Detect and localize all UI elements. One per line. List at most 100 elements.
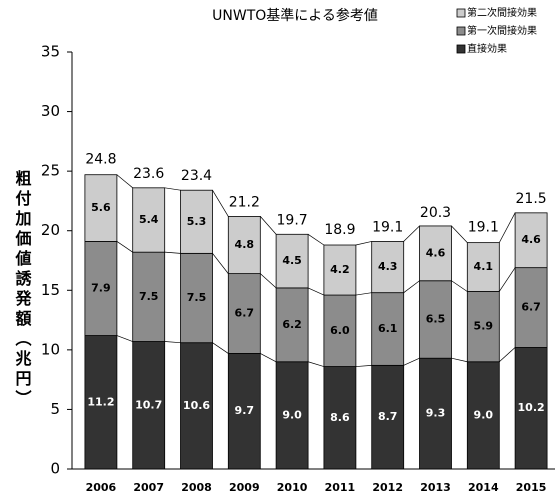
data-label: 7.9 xyxy=(91,281,111,294)
connector-line xyxy=(164,251,181,254)
total-label: 19.1 xyxy=(468,219,499,235)
legend-swatch xyxy=(456,44,466,54)
bar-segment xyxy=(227,216,261,275)
data-label: 5.6 xyxy=(91,201,111,214)
data-label: 6.1 xyxy=(378,322,398,335)
bar-segment xyxy=(514,347,548,470)
bar-segment xyxy=(514,212,548,269)
data-label: 8.6 xyxy=(330,411,350,424)
total-label: 19.7 xyxy=(277,212,308,228)
x-tick-label: 2009 xyxy=(229,481,260,494)
connector-line xyxy=(116,241,133,253)
y-tick-label: 10 xyxy=(41,340,60,358)
bar-segment xyxy=(132,251,166,342)
data-label: 10.2 xyxy=(518,401,545,414)
total-label: 19.1 xyxy=(372,219,403,235)
y-tick-label: 0 xyxy=(50,460,60,478)
legend-label: 直接効果 xyxy=(467,42,507,55)
connector-line xyxy=(116,174,133,189)
connector-line xyxy=(498,212,516,243)
data-label: 6.7 xyxy=(521,301,541,314)
total-label: 20.3 xyxy=(420,205,451,221)
bar-segment xyxy=(132,187,166,253)
data-label: 4.1 xyxy=(474,260,494,273)
y-tick-label: 30 xyxy=(41,102,60,120)
bar-segment xyxy=(132,341,166,470)
x-tick-label: 2007 xyxy=(133,481,164,494)
bar-segment xyxy=(180,189,213,254)
total-label: 21.5 xyxy=(516,191,547,207)
bar-segment xyxy=(371,241,405,294)
data-label: 7.5 xyxy=(187,291,207,304)
connector-line xyxy=(212,190,229,217)
connector-line xyxy=(164,341,181,344)
data-label: 6.5 xyxy=(426,312,446,325)
data-label: 6.7 xyxy=(235,307,255,320)
legend-swatch xyxy=(456,26,466,36)
bar-segment xyxy=(323,294,357,367)
connector-line xyxy=(355,364,372,367)
connector-line xyxy=(451,280,468,292)
connector-line xyxy=(164,187,181,191)
data-label: 5.3 xyxy=(187,215,207,228)
y-tick-label: 35 xyxy=(41,43,60,61)
bar-segment xyxy=(227,353,261,470)
data-label: 7.5 xyxy=(139,290,159,303)
x-tick-label: 2011 xyxy=(325,481,356,494)
bar-segment xyxy=(275,361,309,470)
data-label: 5.4 xyxy=(139,213,159,226)
legend-label: 第二次間接効果 xyxy=(467,6,537,19)
bar-segment xyxy=(466,361,500,470)
bar-segment xyxy=(323,366,357,470)
connector-line xyxy=(307,361,325,367)
connector-line xyxy=(403,357,420,366)
bar-segment xyxy=(275,233,309,289)
bar-segment xyxy=(466,242,500,292)
data-label: 11.2 xyxy=(87,395,114,408)
y-axis-label: 粗付加価値誘発額（兆円） xyxy=(13,169,33,410)
bar-segment xyxy=(466,291,500,363)
bar-segment xyxy=(419,280,452,359)
connector-line xyxy=(451,225,468,243)
data-label: 4.6 xyxy=(426,246,446,259)
bar-segment xyxy=(180,252,213,344)
bar-segment xyxy=(419,357,452,470)
data-label: 9.7 xyxy=(235,404,255,417)
connector-line xyxy=(116,335,133,342)
y-tick-label: 20 xyxy=(41,221,60,239)
x-tick-label: 2015 xyxy=(516,481,547,494)
x-tick-label: 2013 xyxy=(420,481,451,494)
connector-line xyxy=(451,357,468,363)
chart-title: UNWTO基準による参考値 xyxy=(212,7,378,24)
data-label: 9.3 xyxy=(426,407,446,420)
data-label: 4.6 xyxy=(521,233,541,246)
data-label: 9.0 xyxy=(282,408,302,421)
connector-line xyxy=(260,353,277,363)
data-label: 6.0 xyxy=(330,324,350,337)
bar-segment xyxy=(84,174,118,242)
bar-segment xyxy=(227,273,261,354)
data-label: 9.0 xyxy=(474,408,494,421)
bar-segment xyxy=(419,225,452,282)
connector-line xyxy=(355,241,372,246)
connector-line xyxy=(260,216,277,235)
total-label: 24.8 xyxy=(85,152,116,168)
x-tick-label: 2010 xyxy=(277,481,308,494)
connector-line xyxy=(212,253,229,274)
total-label: 18.9 xyxy=(324,222,355,238)
data-label: 8.7 xyxy=(378,410,398,423)
data-label: 4.8 xyxy=(235,238,255,251)
x-tick-label: 2008 xyxy=(181,481,212,494)
data-label: 4.3 xyxy=(378,260,398,273)
data-label: 10.7 xyxy=(135,398,162,411)
connector-line xyxy=(307,287,325,296)
data-label: 4.2 xyxy=(330,263,350,276)
bar-segment xyxy=(323,244,357,296)
data-label: 6.2 xyxy=(282,318,302,331)
x-tick-label: 2012 xyxy=(372,481,403,494)
bar-segment xyxy=(514,267,548,348)
connector-line xyxy=(499,267,516,292)
bar-segment xyxy=(371,292,405,366)
total-label: 23.6 xyxy=(133,166,164,182)
